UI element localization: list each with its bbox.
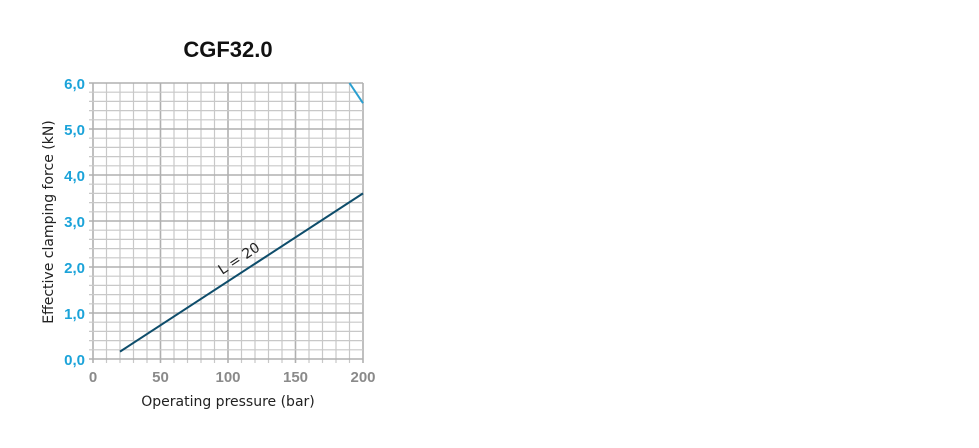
- annotation-l20: L = 20: [216, 240, 263, 279]
- x-tick-label: 150: [283, 369, 308, 386]
- grid: [89, 82, 364, 363]
- chart-title: CGF32.0: [183, 37, 272, 62]
- y-tick-label: 1,0: [64, 306, 85, 323]
- y-tick-label: 6,0: [64, 76, 85, 93]
- y-tick-label: 0,0: [64, 352, 85, 369]
- x-tick-label: 100: [215, 369, 240, 386]
- y-axis-ticks: 0,0 1,0 2,0 3,0 4,0 5,0 6,0: [64, 76, 85, 369]
- x-tick-label: 0: [89, 369, 97, 386]
- x-axis-ticks: 0 50 100 150 200: [89, 369, 376, 386]
- y-axis-label: Effective clamping force (kN): [41, 120, 57, 324]
- x-tick-label: 50: [152, 369, 169, 386]
- y-tick-label: 4,0: [64, 168, 85, 185]
- series-line-1: [119, 192, 364, 353]
- y-tick-label: 3,0: [64, 214, 85, 231]
- x-tick-label: 200: [350, 369, 375, 386]
- series-group: [119, 82, 364, 353]
- x-axis-label: Operating pressure (bar): [141, 394, 315, 410]
- series-line-2: [348, 82, 364, 104]
- y-tick-label: 5,0: [64, 122, 85, 139]
- y-tick-label: 2,0: [64, 260, 85, 277]
